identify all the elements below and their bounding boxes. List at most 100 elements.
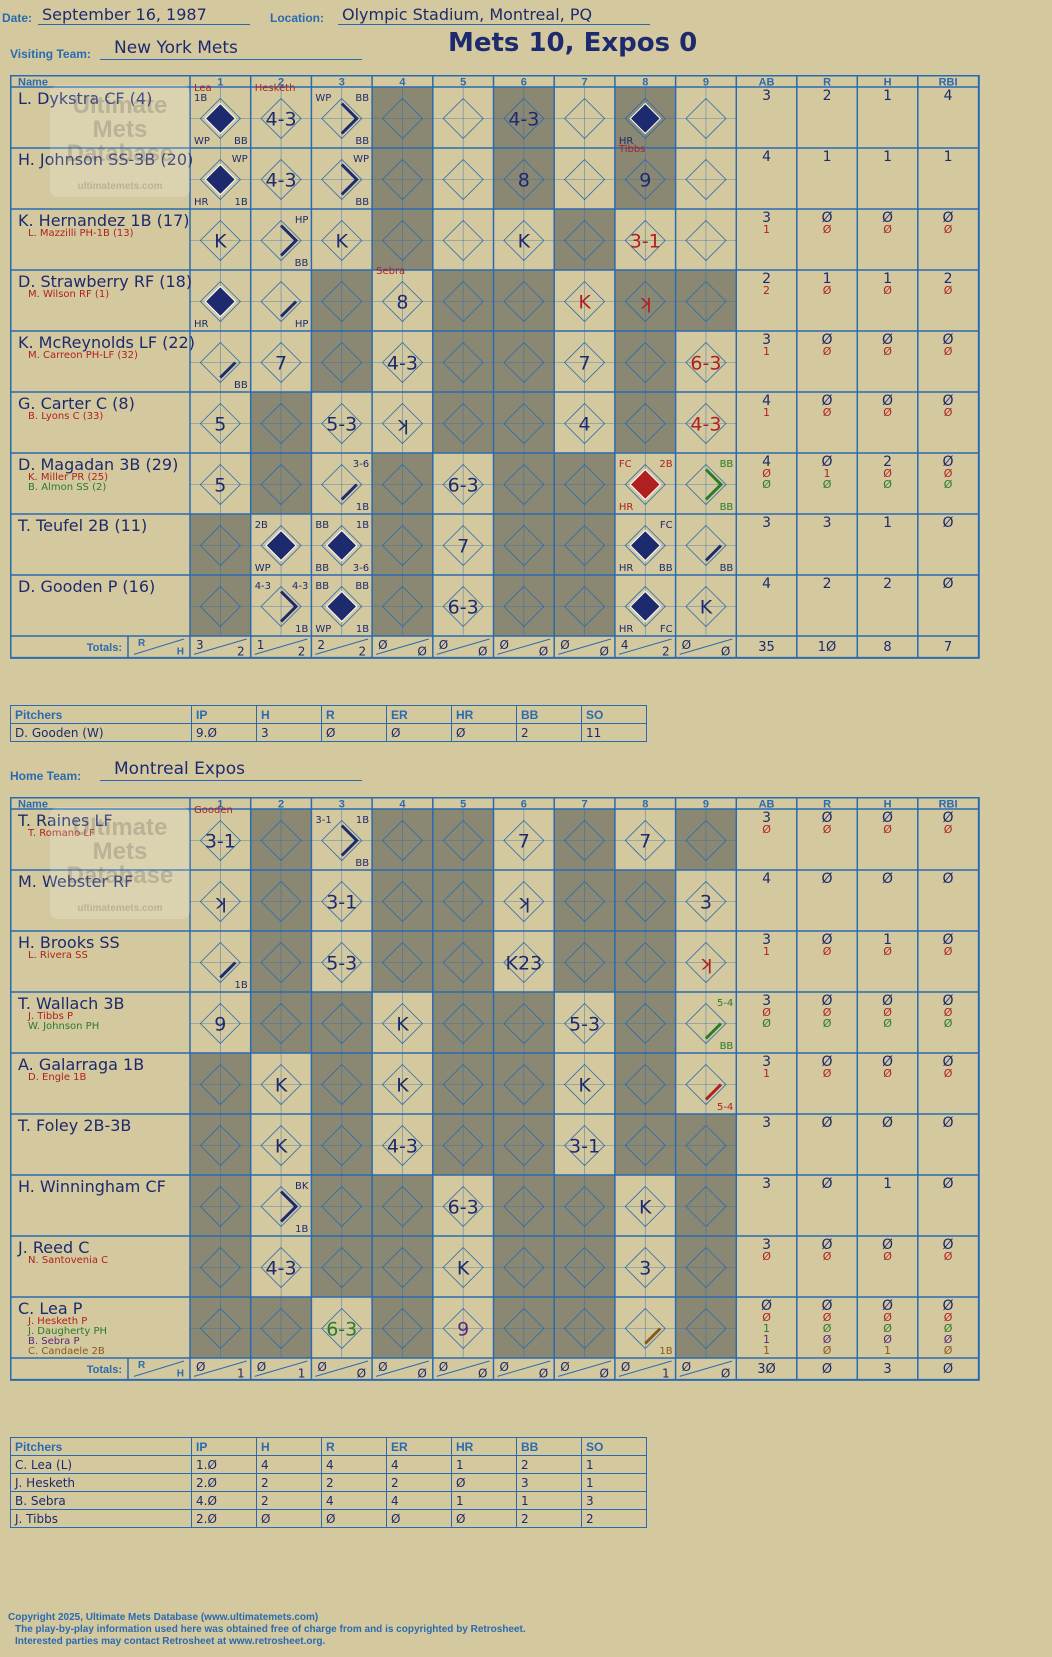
batting-stat: Ø bbox=[943, 393, 954, 409]
player-name: M. Webster RF bbox=[18, 872, 133, 891]
play-annotation: HR bbox=[619, 136, 634, 147]
play-result: 3-1 bbox=[326, 892, 357, 914]
batting-stat: 2 bbox=[883, 576, 892, 592]
substitute-name: J. Daugherty PH bbox=[27, 1326, 107, 1337]
pitching-stat: 1 bbox=[581, 1473, 647, 1492]
pitching-header-cell: ER bbox=[386, 1437, 452, 1456]
batting-stat: Ø bbox=[822, 210, 833, 226]
totals-slash bbox=[618, 1360, 672, 1377]
inning-runs: Ø bbox=[439, 1360, 448, 1374]
totals-slash bbox=[618, 638, 672, 655]
pitching-header-cell: Pitchers bbox=[10, 1437, 192, 1456]
totals-slash bbox=[436, 638, 490, 655]
batting-stat: Ø bbox=[883, 1322, 892, 1335]
play-result: K bbox=[396, 1075, 409, 1097]
play-result: K bbox=[214, 231, 227, 253]
play-annotation: HR bbox=[619, 563, 634, 574]
substitute-name: L. Rivera SS bbox=[28, 950, 88, 961]
column-header-name: Name bbox=[18, 799, 48, 811]
batting-stat: 4 bbox=[762, 871, 771, 887]
inning-hits: Ø bbox=[357, 1366, 366, 1380]
totals-slash bbox=[254, 638, 308, 655]
batting-stat: Ø bbox=[823, 1344, 832, 1357]
column-header-stat: AB bbox=[759, 77, 775, 89]
column-header-inning: 5 bbox=[460, 799, 466, 811]
play-result: K23 bbox=[506, 953, 543, 975]
play-annotation: WP bbox=[232, 154, 248, 165]
batting-stat: 4 bbox=[762, 576, 771, 592]
inning-runs: Ø bbox=[621, 1360, 630, 1374]
batting-stat: Ø bbox=[944, 1017, 953, 1030]
play-annotation: 1B bbox=[295, 1224, 308, 1235]
batting-stat: Ø bbox=[762, 1250, 771, 1263]
batting-stat: Ø bbox=[944, 823, 953, 836]
batting-stat: Ø bbox=[944, 284, 953, 297]
play-annotation: 1B bbox=[234, 197, 247, 208]
batting-stat: Ø bbox=[944, 406, 953, 419]
inning-hits: 2 bbox=[358, 644, 366, 658]
play-annotation: 1B bbox=[356, 520, 369, 531]
batting-stat: Ø bbox=[762, 478, 771, 491]
run-scored-diamond bbox=[629, 102, 661, 135]
totals-slash bbox=[679, 638, 733, 655]
batting-stat: Ø bbox=[823, 945, 832, 958]
batting-stat: 1 bbox=[763, 345, 770, 358]
pitching-stat: Ø bbox=[256, 1509, 322, 1528]
pitching-stat: Ø bbox=[451, 723, 517, 742]
player-name: A. Galarraga 1B bbox=[18, 1055, 144, 1074]
batting-stat: Ø bbox=[823, 823, 832, 836]
pitching-header-cell: H bbox=[256, 705, 322, 724]
batting-stat: 1 bbox=[763, 945, 770, 958]
play-result: 3-1 bbox=[569, 1136, 600, 1158]
pitcher-name: C. Lea (L) bbox=[10, 1455, 192, 1474]
play-annotation: HR bbox=[619, 502, 634, 513]
pitching-stat: 1.Ø bbox=[191, 1455, 257, 1474]
play-result: 3-1 bbox=[630, 231, 661, 253]
run-scored-diamond bbox=[326, 529, 358, 562]
column-header-stat: AB bbox=[759, 799, 775, 811]
play-result: 7 bbox=[518, 831, 530, 853]
play-result: 6-3 bbox=[690, 353, 721, 375]
single-path bbox=[219, 961, 237, 979]
batting-stat: 2 bbox=[944, 271, 953, 287]
inning-runs: Ø bbox=[682, 1360, 691, 1374]
pitcher-row: C. Lea (L) 1.Ø 4 4 4 1 2 1 bbox=[10, 1455, 647, 1474]
watermark-text: ultimatemets.com bbox=[77, 181, 162, 192]
play-result: ʞ bbox=[639, 292, 652, 314]
inning-runs: Ø bbox=[500, 1360, 509, 1374]
batting-stat: Ø bbox=[883, 467, 892, 480]
inning-hits: Ø bbox=[478, 644, 487, 658]
pitching-stat: Ø bbox=[321, 1509, 387, 1528]
column-header-inning: 6 bbox=[521, 799, 527, 811]
pitching-stat: 2 bbox=[516, 723, 582, 742]
totals-r-label: R bbox=[138, 638, 146, 649]
run-scored-diamond bbox=[204, 285, 237, 318]
run-scored-diamond bbox=[326, 590, 358, 623]
play-result: 4-3 bbox=[690, 414, 721, 436]
inning-hits: Ø bbox=[721, 1366, 730, 1380]
watermark-text: Database bbox=[67, 862, 174, 889]
batting-stat: Ø bbox=[822, 1298, 833, 1314]
play-result: K bbox=[457, 1258, 470, 1280]
player-name: L. Dykstra CF (4) bbox=[18, 89, 152, 108]
batting-stat: 2 bbox=[763, 284, 770, 297]
play-annotation: WP bbox=[255, 563, 271, 574]
player-name: J. Reed C bbox=[17, 1238, 89, 1257]
pitching-header-cell: ER bbox=[386, 705, 452, 724]
batting-stat: 3 bbox=[823, 515, 832, 531]
pitching-stat: 2.Ø bbox=[191, 1509, 257, 1528]
batting-stat: Ø bbox=[882, 810, 893, 826]
single-path bbox=[279, 300, 298, 318]
batting-stat: Ø bbox=[762, 1006, 771, 1019]
batting-stat: Ø bbox=[944, 1006, 953, 1019]
totals-h-label: H bbox=[177, 1368, 184, 1379]
batting-stat: Ø bbox=[762, 467, 771, 480]
substitute-name: W. Johnson PH bbox=[28, 1021, 99, 1032]
player-name: T. Wallach 3B bbox=[17, 994, 125, 1013]
inning-hits: Ø bbox=[478, 1366, 487, 1380]
batting-stat: Ø bbox=[943, 871, 954, 887]
pitcher-row: J. Tibbs 2.Ø Ø Ø Ø Ø 2 2 bbox=[10, 1509, 647, 1528]
base-path bbox=[340, 824, 359, 857]
batting-stat: Ø bbox=[822, 1237, 833, 1253]
column-header-inning: 4 bbox=[399, 799, 406, 811]
